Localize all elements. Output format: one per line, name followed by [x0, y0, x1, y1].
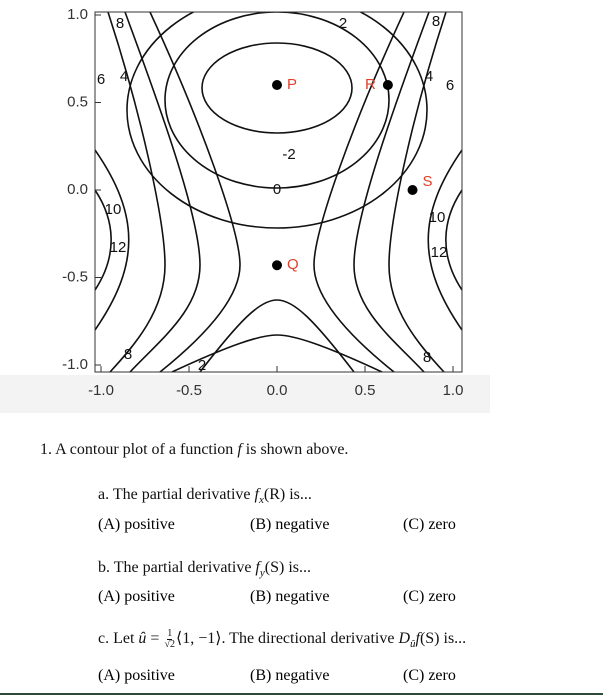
text: D — [398, 630, 410, 647]
frame — [94, 11, 463, 373]
contour-label: 8 — [432, 13, 440, 30]
text: x — [258, 494, 264, 507]
option: (B) negative — [250, 516, 330, 533]
option: (C) zero — [403, 516, 456, 533]
contour-label: 2 — [198, 357, 206, 374]
option: (A) positive — [98, 667, 175, 684]
option: (B) negative — [250, 667, 330, 684]
text: (S) is... — [264, 559, 311, 576]
contour-label: 6 — [446, 77, 454, 94]
contour-label: -2 — [282, 146, 295, 163]
point — [382, 80, 393, 90]
contours — [95, 12, 462, 372]
y-tick-label: -0.5 — [62, 268, 88, 285]
text: is shown above. — [241, 441, 349, 458]
part-prompt: c. Let û = 1 √2 ⟨1, −1⟩. The directional d… — [98, 628, 466, 650]
point — [272, 260, 282, 271]
axis-band — [0, 375, 490, 413]
option: (B) negative — [250, 588, 330, 605]
point — [407, 185, 418, 195]
text: 1 — [167, 627, 173, 640]
point-label: Q — [287, 256, 299, 273]
text: û — [138, 630, 147, 647]
text: (S) is... — [419, 630, 467, 647]
text: f — [237, 441, 242, 458]
text: f — [255, 559, 260, 576]
text: f — [254, 486, 259, 503]
part-prompt: a. The partial derivative fx(R) is... — [98, 486, 312, 506]
text: (R) is... — [263, 486, 312, 503]
contour-label: 8 — [423, 349, 431, 366]
text: 1. A contour plot of a function — [40, 441, 238, 458]
y-tick-label: 1.0 — [67, 6, 88, 23]
part-prompt: b. The partial derivative fy(S) is... — [98, 559, 311, 579]
point — [272, 80, 282, 90]
contour-label: 6 — [97, 71, 105, 88]
contour-label: 8 — [116, 15, 124, 32]
text: = — [146, 630, 164, 647]
text: c. Let — [98, 630, 139, 647]
option: (C) zero — [403, 667, 456, 684]
contour-label: 2 — [339, 15, 347, 32]
question-title: 1. A contour plot of a function f is sho… — [40, 441, 348, 459]
contour-plot: 8 2 8 6 4 4 6 -2 0 10 12 10 12 8 2 8 -1.… — [0, 6, 490, 413]
option: (C) zero — [403, 588, 456, 605]
contour-label: 12 — [431, 244, 448, 261]
contour-label: 4 — [120, 68, 128, 85]
point-label: P — [287, 76, 297, 93]
contour-label: 12 — [110, 239, 127, 256]
text: y — [259, 567, 265, 580]
contour-label: 0 — [273, 181, 281, 198]
y-tick-label: -1.0 — [62, 356, 88, 373]
bottom-rule — [0, 693, 603, 695]
text: f — [415, 630, 420, 647]
point-label: S — [423, 173, 433, 190]
option: (A) positive — [98, 588, 175, 605]
y-tick-label: 0.0 — [67, 181, 88, 198]
x-tick-label: -1.0 — [88, 382, 114, 399]
contour-label: 10 — [429, 209, 446, 226]
x-tick-label: 0.5 — [355, 382, 376, 399]
contour-label: 4 — [425, 68, 433, 85]
contour-label: 8 — [124, 346, 132, 363]
x-tick-label: 0.0 — [267, 382, 288, 399]
x-tick-label: -0.5 — [176, 382, 202, 399]
point-label: R — [365, 76, 376, 93]
text: ⟨1, −1⟩. The directional derivative — [175, 630, 399, 647]
text: û — [410, 638, 416, 651]
option: (A) positive — [98, 516, 175, 533]
fraction: 1 √2 — [164, 627, 175, 650]
text: √2 — [164, 638, 175, 650]
contour-label: 10 — [105, 201, 122, 218]
text: a. The partial derivative — [98, 486, 255, 503]
y-tick-label: 0.5 — [67, 93, 88, 110]
text: b. The partial derivative — [98, 559, 256, 576]
x-tick-label: 1.0 — [443, 382, 464, 399]
